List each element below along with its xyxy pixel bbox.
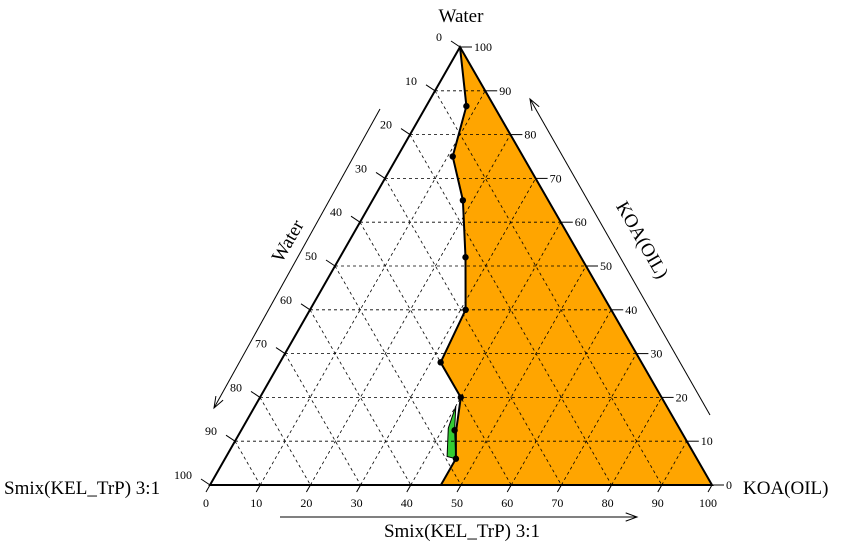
tick-label-left: 40 <box>330 205 342 219</box>
tick-label-bottom: 20 <box>300 496 312 510</box>
arrow-bottom-axis-head <box>625 512 639 522</box>
tick-label-right: 30 <box>650 347 662 361</box>
tick-label-bottom: 0 <box>203 496 209 510</box>
data-marker <box>451 427 458 434</box>
gridline <box>434 90 663 486</box>
gridline <box>561 353 637 486</box>
tick-mark-bottom <box>255 484 261 493</box>
tick-label-right: 100 <box>474 40 492 54</box>
marker-layer <box>437 102 470 462</box>
data-marker <box>452 455 460 462</box>
gridline <box>460 265 587 486</box>
tick-mark-left <box>225 434 236 442</box>
tick-mark-left <box>400 128 411 136</box>
tick-label-left: 50 <box>305 249 317 263</box>
tick-label-right: 80 <box>524 128 536 142</box>
gridline <box>360 178 536 486</box>
vertex-label-bottom-right: KOA(OIL) <box>743 478 828 499</box>
gridline <box>384 178 562 486</box>
tick-label-bottom: 30 <box>351 496 363 510</box>
data-marker <box>437 359 444 366</box>
tick-label-left: 60 <box>280 293 292 307</box>
vertex-label-bottom-left: Smix(KEL_TrP) 3:1 <box>4 478 160 499</box>
tick-mark-left <box>250 390 261 398</box>
tick-label-bottom: 90 <box>652 496 664 510</box>
gridline <box>334 265 462 486</box>
tick-label-right: 50 <box>600 259 612 273</box>
tick-label-left: 30 <box>355 161 367 175</box>
tick-mark-left <box>375 171 386 179</box>
tick-labels: 0102030405060708090100010203040506070809… <box>174 30 732 510</box>
tick-mark-left <box>350 215 361 223</box>
tick-label-right: 0 <box>726 478 732 492</box>
gridline <box>310 134 511 486</box>
tick-mark-bottom <box>556 484 562 493</box>
axis-title-left: Water <box>268 216 309 266</box>
tick-mark-left <box>450 40 461 48</box>
data-marker <box>463 102 470 110</box>
tick-label-bottom: 50 <box>451 496 463 510</box>
gridline <box>234 441 261 486</box>
tick-mark-left <box>425 84 436 92</box>
arrow-left-axis <box>213 108 381 409</box>
tick-mark-bottom <box>707 484 713 493</box>
gel-region <box>446 406 457 460</box>
gridline <box>259 90 486 486</box>
tick-label-left: 90 <box>205 424 217 438</box>
tick-mark-bottom <box>305 484 311 493</box>
tick-mark-left <box>275 347 286 355</box>
tick-label-right: 70 <box>550 171 562 185</box>
arrow-right-axis <box>529 98 711 416</box>
tick-mark-bottom <box>456 484 462 493</box>
data-marker <box>459 197 467 204</box>
data-marker <box>457 394 464 401</box>
axis-title-right: KOA(OIL) <box>611 198 672 283</box>
grid-layer <box>234 90 688 486</box>
tick-label-left: 80 <box>230 380 242 394</box>
gridline <box>409 134 612 486</box>
data-marker <box>462 254 469 261</box>
tick-label-right: 20 <box>676 390 688 404</box>
data-marker <box>462 306 469 313</box>
tick-label-bottom: 10 <box>250 496 262 510</box>
tick-label-right: 40 <box>625 303 637 317</box>
tick-mark-bottom <box>356 484 362 493</box>
tick-label-left: 0 <box>436 30 442 44</box>
tick-mark-left <box>325 259 336 267</box>
tick-label-left: 10 <box>405 74 417 88</box>
tick-mark-left <box>200 478 211 486</box>
gridline <box>510 309 612 486</box>
arrow-right-axis-head <box>529 97 540 111</box>
tick-label-left: 70 <box>255 337 267 351</box>
arrow-left-axis-head <box>213 396 224 410</box>
vertex-label-top: Water <box>439 6 485 27</box>
tick-mark-bottom <box>406 484 412 493</box>
data-marker <box>449 153 456 160</box>
axis-arrows <box>213 97 711 522</box>
gridline <box>284 353 361 486</box>
gridline <box>661 441 688 486</box>
tick-mark-bottom <box>205 484 211 493</box>
axis-title-bottom: Smix(KEL_TrP) 3:1 <box>384 521 540 542</box>
tick-label-right: 10 <box>701 434 713 448</box>
tick-label-right: 60 <box>575 215 587 229</box>
tick-mark-bottom <box>506 484 512 493</box>
tick-mark-left <box>300 303 311 311</box>
tick-label-bottom: 40 <box>401 496 413 510</box>
gridline <box>309 309 412 486</box>
tick-label-bottom: 100 <box>699 496 717 510</box>
tick-label-bottom: 60 <box>501 496 513 510</box>
tick-mark-bottom <box>657 484 663 493</box>
tick-mark-bottom <box>607 484 613 493</box>
tick-label-left: 100 <box>174 468 192 482</box>
tick-label-right: 90 <box>499 84 511 98</box>
tick-label-bottom: 80 <box>602 496 614 510</box>
tick-label-left: 20 <box>380 118 392 132</box>
tick-label-bottom: 70 <box>551 496 563 510</box>
